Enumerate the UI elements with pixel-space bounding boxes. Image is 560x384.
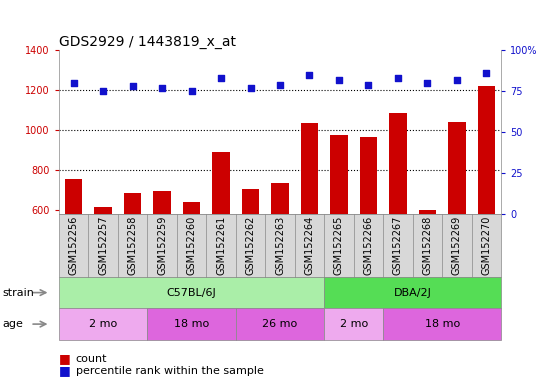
Bar	[153, 191, 171, 329]
Text: GSM152257: GSM152257	[98, 215, 108, 275]
Text: GSM152263: GSM152263	[275, 215, 285, 275]
Text: GSM152270: GSM152270	[482, 215, 492, 275]
Point	[157, 85, 166, 91]
Bar	[242, 189, 259, 329]
Point	[246, 85, 255, 91]
Bar	[212, 152, 230, 329]
Bar	[65, 179, 82, 329]
Point	[364, 81, 373, 88]
Point	[394, 75, 403, 81]
Text: 2 mo: 2 mo	[339, 319, 368, 329]
Text: GSM152262: GSM152262	[245, 215, 255, 275]
Point	[305, 72, 314, 78]
Bar	[448, 122, 466, 329]
Text: age: age	[3, 319, 24, 329]
Point	[128, 83, 137, 89]
Text: GSM152267: GSM152267	[393, 215, 403, 275]
Text: GSM152261: GSM152261	[216, 215, 226, 275]
Text: GSM152269: GSM152269	[452, 215, 462, 275]
Text: GSM152265: GSM152265	[334, 215, 344, 275]
Point	[99, 88, 108, 94]
Text: 18 mo: 18 mo	[424, 319, 460, 329]
Text: percentile rank within the sample: percentile rank within the sample	[76, 366, 263, 376]
Text: count: count	[76, 354, 107, 364]
Point	[276, 81, 284, 88]
Bar	[183, 202, 200, 329]
Text: GSM152266: GSM152266	[363, 215, 374, 275]
Bar	[360, 137, 377, 329]
Bar	[330, 135, 348, 329]
Text: GSM152264: GSM152264	[305, 215, 315, 275]
Bar	[478, 86, 495, 329]
Text: GSM152259: GSM152259	[157, 215, 167, 275]
Text: ■: ■	[59, 364, 71, 377]
Bar	[389, 113, 407, 329]
Bar	[124, 193, 141, 329]
Bar	[271, 183, 289, 329]
Text: GSM152256: GSM152256	[68, 215, 78, 275]
Text: 26 mo: 26 mo	[263, 319, 297, 329]
Text: GSM152268: GSM152268	[422, 215, 432, 275]
Text: 18 mo: 18 mo	[174, 319, 209, 329]
Bar	[301, 123, 318, 329]
Text: ■: ■	[59, 353, 71, 366]
Point	[482, 70, 491, 76]
Text: C57BL/6J: C57BL/6J	[167, 288, 216, 298]
Text: DBA/2J: DBA/2J	[394, 288, 432, 298]
Point	[69, 80, 78, 86]
Text: 2 mo: 2 mo	[89, 319, 117, 329]
Point	[452, 76, 461, 83]
Point	[423, 80, 432, 86]
Bar	[94, 207, 112, 329]
Point	[187, 88, 196, 94]
Text: GSM152260: GSM152260	[186, 215, 197, 275]
Bar	[419, 210, 436, 329]
Point	[334, 76, 343, 83]
Text: GDS2929 / 1443819_x_at: GDS2929 / 1443819_x_at	[59, 35, 236, 49]
Point	[217, 75, 226, 81]
Text: strain: strain	[3, 288, 35, 298]
Text: GSM152258: GSM152258	[128, 215, 138, 275]
